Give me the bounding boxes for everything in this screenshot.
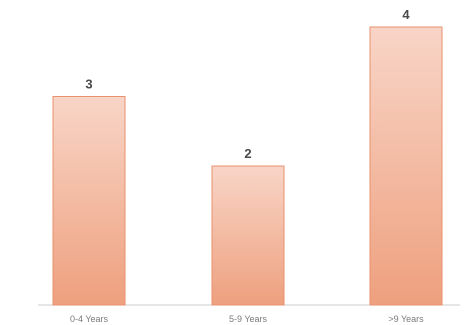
bar-9-years — [369, 26, 443, 306]
bar-5-9-years — [211, 165, 285, 306]
data-label: 3 — [85, 77, 92, 92]
x-tick-label: >9 Years — [388, 314, 424, 324]
data-label: 4 — [402, 7, 410, 22]
x-tick-label: 0-4 Years — [70, 314, 109, 324]
bar-0-4-years — [52, 96, 126, 306]
data-label: 2 — [244, 146, 251, 161]
x-tick-label: 5-9 Years — [229, 314, 268, 324]
